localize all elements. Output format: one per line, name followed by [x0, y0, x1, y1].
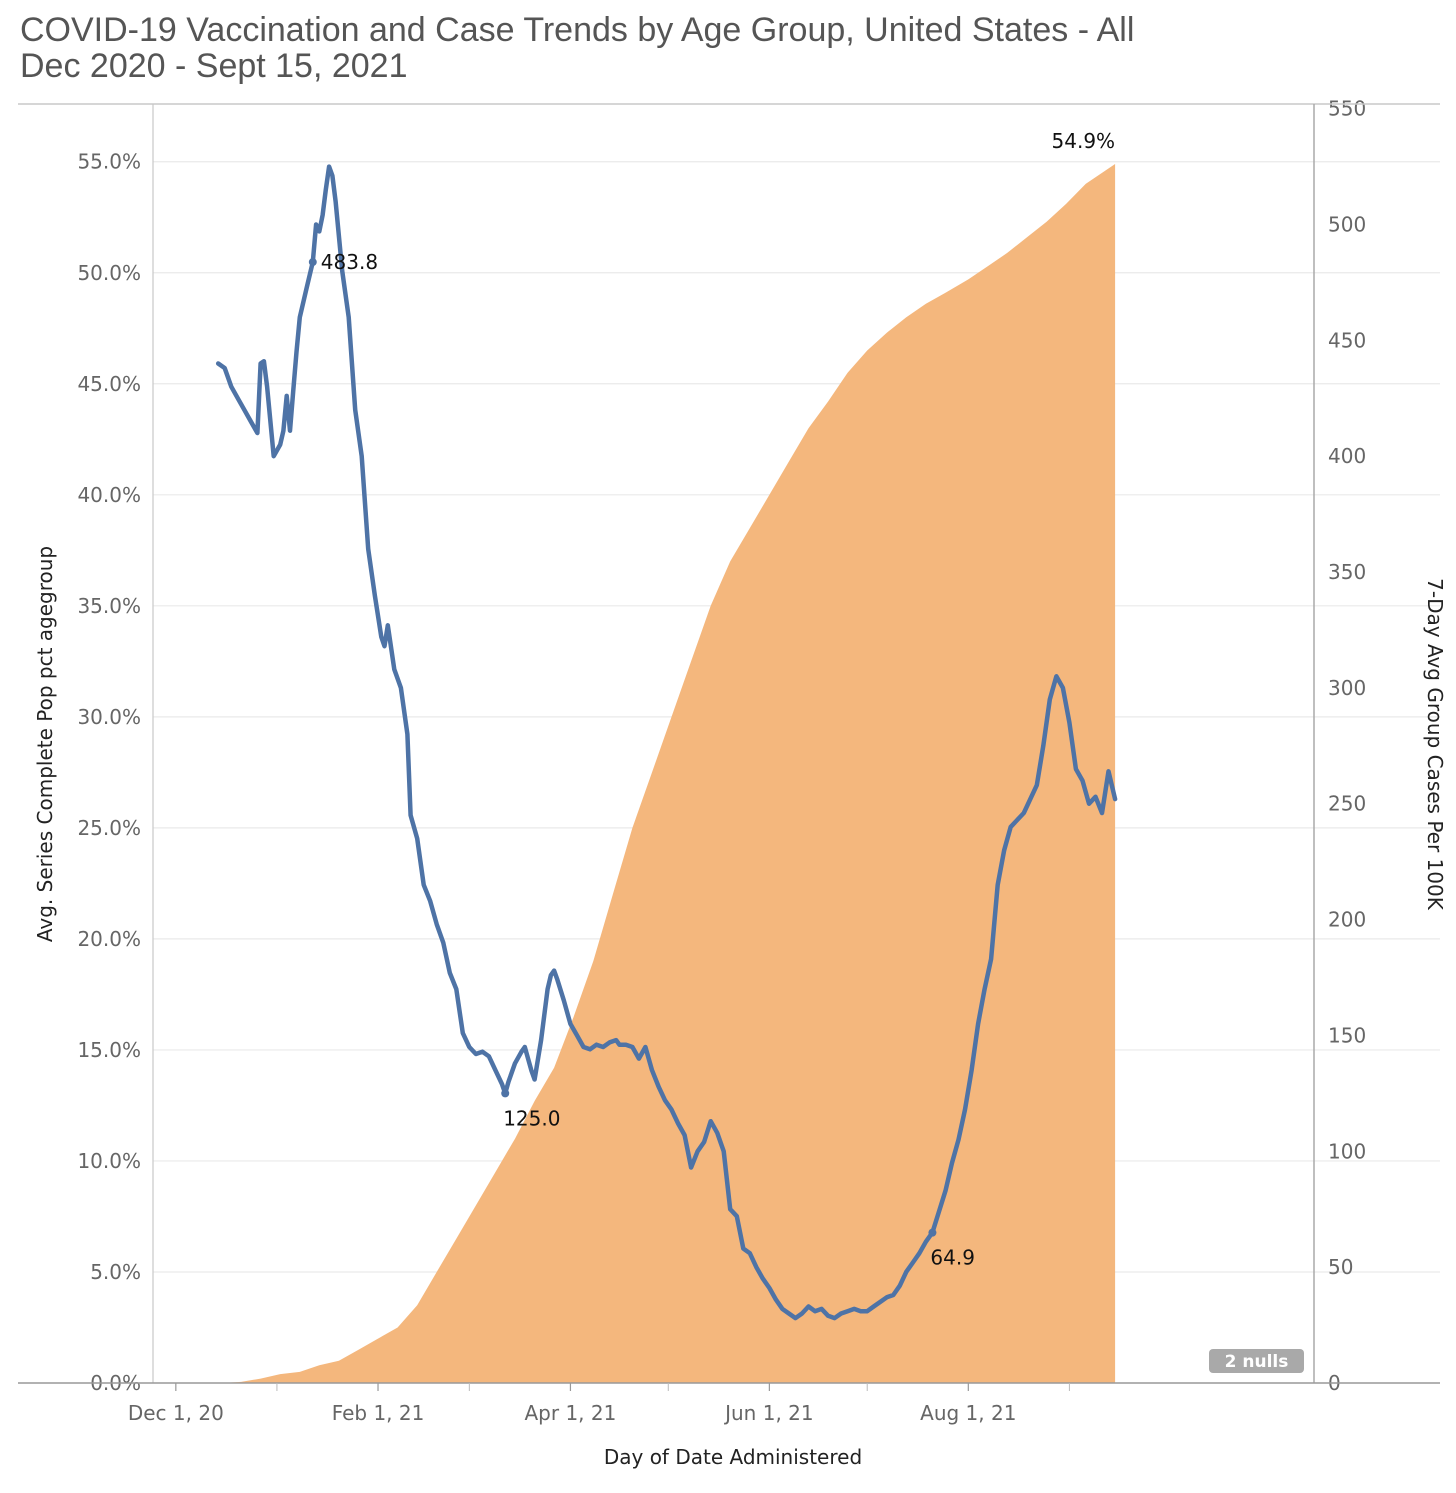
data-label: 64.9	[930, 1246, 975, 1270]
y-left-tick-label: 20.0%	[77, 927, 141, 951]
y-right-tick-label: 50	[1328, 1255, 1353, 1279]
y-right-tick-label: 400	[1328, 444, 1366, 468]
y-left-tick-label: 5.0%	[90, 1260, 141, 1284]
y-right-tick-label: 500	[1328, 212, 1366, 236]
cases-line-layer	[215, 164, 1118, 1321]
nulls-badge-label: 2 nulls	[1225, 1352, 1289, 1372]
y-left-tick-label: 25.0%	[77, 816, 141, 840]
y-left-tick-label: 15.0%	[77, 1038, 141, 1062]
y-right-tick-label: 250	[1328, 792, 1366, 816]
y-left-tick-label: 45.0%	[77, 372, 141, 396]
y-left-tick-label: 50.0%	[77, 261, 141, 285]
vaccination-area-layer	[175, 164, 1116, 1383]
y-left-axis-title: Avg. Series Complete Pop pct agegroup	[33, 546, 57, 942]
x-tick-label: Aug 1, 21	[920, 1401, 1016, 1425]
y-right-axis-title: 7-Day Avg Group Cases Per 100K	[1423, 578, 1447, 911]
x-tick-label: Jun 1, 21	[723, 1401, 814, 1425]
y-left-tick-label: 55.0%	[77, 150, 141, 174]
marked-point	[308, 258, 317, 267]
y-right-tick-label: 350	[1328, 560, 1366, 584]
y-left-tick-label: 30.0%	[77, 705, 141, 729]
x-tick-label: Apr 1, 21	[525, 1401, 617, 1425]
axes: 0.0%5.0%10.0%15.0%20.0%25.0%30.0%35.0%40…	[18, 97, 1447, 1469]
data-label: 125.0	[503, 1106, 560, 1130]
y-right-tick-label: 450	[1328, 328, 1366, 352]
y-left-tick-label: 10.0%	[77, 1149, 141, 1173]
cases-line	[215, 164, 1118, 1321]
x-tick-label: Feb 1, 21	[332, 1401, 425, 1425]
chart-subtitle: Dec 2020 - Sept 15, 2021	[20, 47, 408, 85]
nulls-badge-box	[1209, 1349, 1304, 1373]
y-right-tick-label: 100	[1328, 1139, 1366, 1163]
x-tick-label: Dec 1, 20	[128, 1401, 224, 1425]
y-left-tick-label: 35.0%	[77, 594, 141, 618]
marked-points	[308, 258, 937, 1237]
data-label: 483.8	[321, 250, 378, 274]
marked-point	[928, 1228, 937, 1237]
y-right-tick-label: 550	[1328, 97, 1366, 121]
chart-title: COVID-19 Vaccination and Case Trends by …	[20, 11, 1135, 49]
y-right-tick-label: 150	[1328, 1023, 1366, 1047]
chart-title-block: COVID-19 Vaccination and Case Trends by …	[20, 12, 1134, 84]
data-label: 54.9%	[1052, 129, 1116, 153]
marked-point	[501, 1089, 510, 1098]
data-labels: 54.9% 483.8 125.0 64.9	[321, 129, 1115, 1270]
vaccination-area	[175, 164, 1116, 1383]
nulls-badge[interactable]: 2 nulls	[1209, 1349, 1304, 1373]
y-right-tick-label: 200	[1328, 908, 1366, 932]
x-axis-title: Day of Date Administered	[604, 1445, 862, 1469]
y-right-tick-label: 300	[1328, 676, 1366, 700]
y-left-tick-label: 40.0%	[77, 483, 141, 507]
